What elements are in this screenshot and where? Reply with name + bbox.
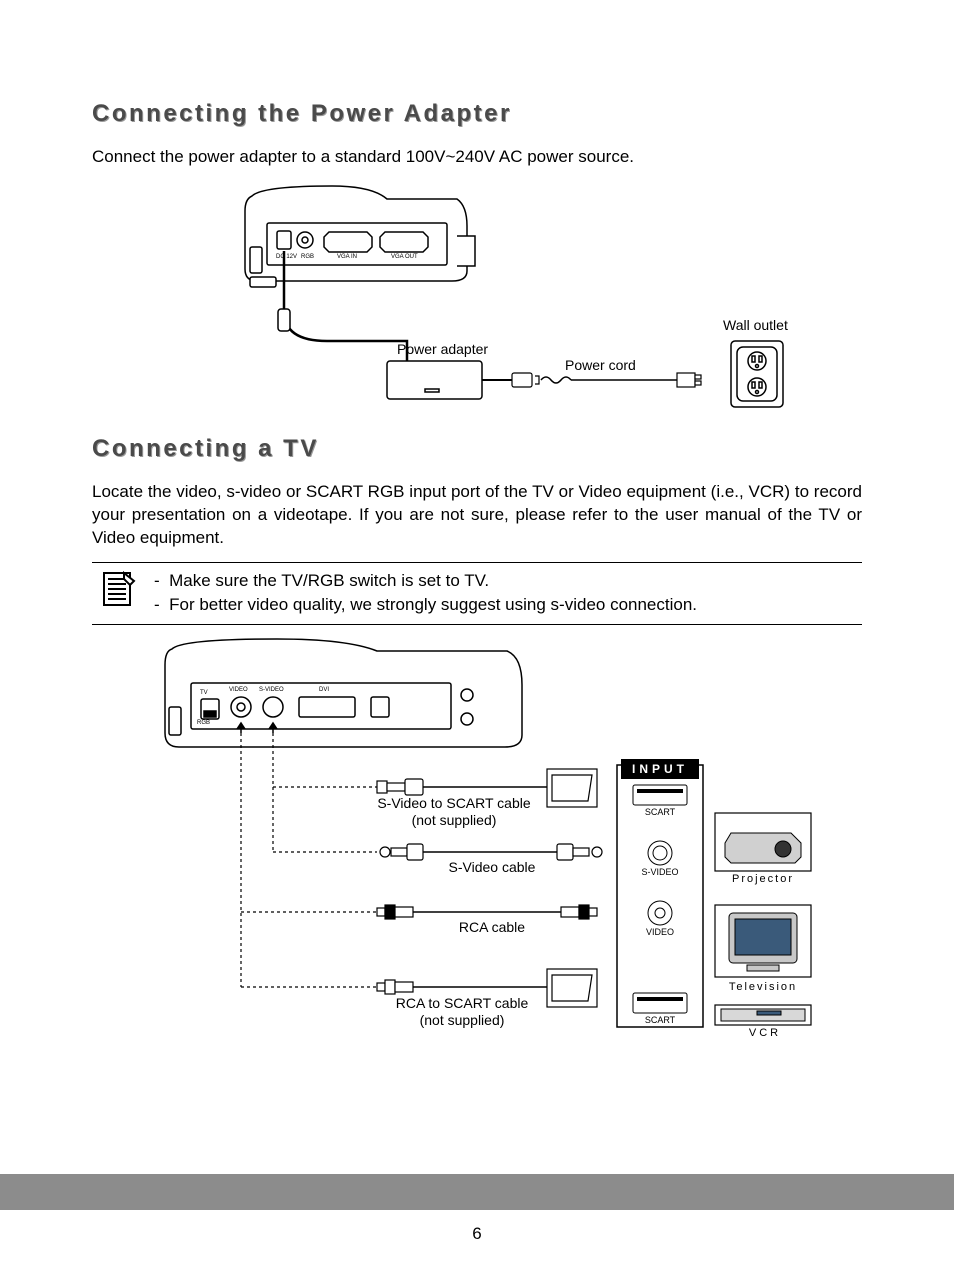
input-panel-header: INPUT <box>621 759 699 779</box>
port-label-rgb: RGB <box>301 254 314 260</box>
port-dvi: DVI <box>319 687 329 693</box>
note-line-1: - Make sure the TV/RGB switch is set to … <box>154 569 858 594</box>
label-power-adapter: Power adapter <box>397 341 488 357</box>
port-video: VIDEO <box>229 687 248 693</box>
input-scart-bottom: SCART <box>625 1015 695 1025</box>
port-svideo: S-VIDEO <box>259 687 284 693</box>
label-svideo-scart-note: (not supplied) <box>369 812 539 828</box>
port-label-vga-in: VGA IN <box>337 254 357 260</box>
footer-bar <box>0 1174 954 1210</box>
device-projector: Projector <box>723 873 803 885</box>
port-rgb: RGB <box>197 720 210 726</box>
section1-title: Connecting the Power Adapter <box>92 100 862 128</box>
label-rca-scart: RCA to SCART cable <box>377 995 547 1011</box>
note-icon <box>98 567 142 611</box>
note-box: - Make sure the TV/RGB switch is set to … <box>92 562 862 625</box>
label-power-cord: Power cord <box>565 357 636 373</box>
label-svideo-scart: S-Video to SCART cable <box>369 795 539 811</box>
device-television: Television <box>717 981 809 993</box>
input-video: VIDEO <box>625 927 695 937</box>
label-rca-cable: RCA cable <box>417 919 567 935</box>
input-svideo: S-VIDEO <box>625 867 695 877</box>
section2-title: Connecting a TV <box>92 435 862 463</box>
section2-body: Locate the video, s-video or SCART RGB i… <box>92 481 862 550</box>
note-line-2: - For better video quality, we strongly … <box>154 593 858 618</box>
port-tv: TV <box>200 690 208 696</box>
input-scart-top: SCART <box>625 807 695 817</box>
tv-connection-svg <box>117 637 837 1037</box>
document-page: Connecting the Power Adapter Connect the… <box>0 0 954 1270</box>
port-label-vga-out: VGA OUT <box>391 254 418 260</box>
port-label-dc12v: DC 12V <box>276 254 297 260</box>
power-adapter-svg <box>157 181 797 411</box>
label-rca-scart-note: (not supplied) <box>377 1012 547 1028</box>
device-vcr: VCR <box>735 1027 795 1039</box>
label-svideo-cable: S-Video cable <box>417 859 567 875</box>
diagram-tv-connection: TV RGB VIDEO S-VIDEO DVI S-Video to SCAR… <box>92 637 862 1037</box>
diagram-power-adapter: DC 12V RGB VGA IN VGA OUT Power adapter … <box>92 181 862 411</box>
section1-body: Connect the power adapter to a standard … <box>92 146 862 169</box>
page-number: 6 <box>0 1224 954 1244</box>
label-wall-outlet: Wall outlet <box>723 317 788 333</box>
